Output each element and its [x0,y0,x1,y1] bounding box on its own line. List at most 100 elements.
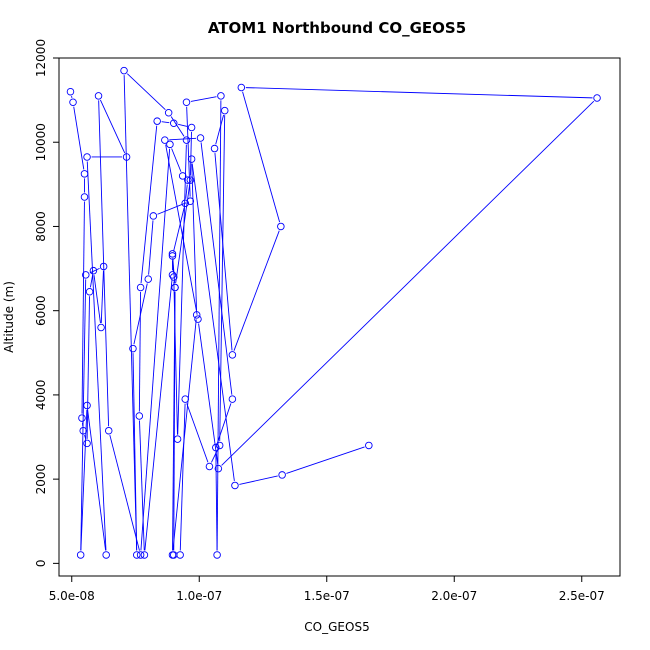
data-point [78,414,86,422]
data-point [184,176,192,184]
series-line-segment [171,148,182,172]
data-point [149,212,158,220]
data-point [168,250,177,258]
x-tick-label: 1.5e-07 [304,589,350,603]
data-point [161,136,169,144]
data-point [135,412,144,420]
series-line-segment [216,403,232,444]
data-point [166,140,174,149]
data-point [85,287,94,296]
series-line-segment [242,91,281,223]
data-point [215,441,224,450]
data-point [186,176,195,184]
series-line-segment [138,292,142,412]
data-point [210,144,219,153]
series-line-segment [133,283,148,345]
series-line-segment [81,201,85,414]
series-line-segment [165,144,198,315]
chart-title: ATOM1 Northbound CO_GEOS5 [208,19,466,37]
series-line-segment [86,161,107,551]
series-line-segment [189,131,192,176]
series-line-segment [169,137,197,141]
series-line-segment [86,296,90,439]
y-tick-label: 8000 [34,211,48,242]
data-point [192,311,201,319]
series-line-segment [186,106,191,197]
series-line-segment [198,323,219,465]
data-point [120,66,128,75]
series-line-segment [177,144,187,435]
data-point [213,551,221,559]
data-point [80,193,89,201]
series-line-segment [190,96,217,102]
y-tick-label: 4000 [34,380,48,411]
data-point [181,199,189,208]
data-point [83,401,91,410]
data-point [164,108,173,117]
data-point [66,87,75,96]
series-line-segment [89,267,100,274]
series-line-segment [73,106,85,170]
data-point [129,344,137,353]
data-point [186,197,195,205]
series-line-segment [216,100,222,551]
series-line-segment [140,125,158,284]
series-line-segment [186,403,209,463]
data-point [220,106,229,115]
series-line-segment [172,258,176,284]
data-point [217,92,225,100]
data-point [194,315,202,323]
data-point [89,266,98,275]
data-point [136,283,145,292]
series-line-segment [214,152,233,351]
series-line-segment [219,115,226,441]
series-line-segment [100,270,104,324]
series-line-segment [109,434,140,551]
y-tick-label: 0 [34,560,48,568]
data-point [79,426,87,435]
series-line-segment [179,403,186,551]
series-line-segment [161,121,170,124]
data-point [178,172,187,180]
series-line-segment [144,279,173,551]
series-line-segment [191,163,198,311]
series-line-segment [215,114,225,145]
series-line-segment [172,292,176,551]
series-line-segment [221,100,595,466]
y-tick-label: 2000 [34,464,48,495]
series-line-segment [148,220,154,275]
data-point [277,222,285,231]
data-point [205,462,214,471]
data-point [83,439,91,448]
data-point [104,426,113,435]
data-point [187,123,196,132]
series-line-segment [172,319,197,551]
series-line-segment [245,87,593,99]
data-point [173,435,182,443]
data-point [140,551,149,559]
data-point [136,551,145,559]
series-line-segment [173,207,185,252]
x-tick-label: 2.0e-07 [431,589,477,603]
series-line-segment [286,446,365,474]
data-point [168,252,177,260]
data-point [168,271,177,279]
data-point [102,551,110,559]
data-point [181,395,189,403]
series-line-segment [239,475,278,485]
series-layer [66,66,601,559]
data-point [76,551,85,559]
series-line-segment [140,148,171,551]
data-point [187,155,196,163]
series-line-segment [123,75,138,551]
data-point [83,153,91,161]
series-line-segment [87,409,107,551]
data-point [212,443,220,452]
series-line-segment [139,420,145,551]
data-point [182,136,191,144]
data-point [228,351,237,359]
x-tick-label: 5.0e-08 [49,589,95,603]
data-point [231,481,239,490]
data-point [196,134,205,142]
